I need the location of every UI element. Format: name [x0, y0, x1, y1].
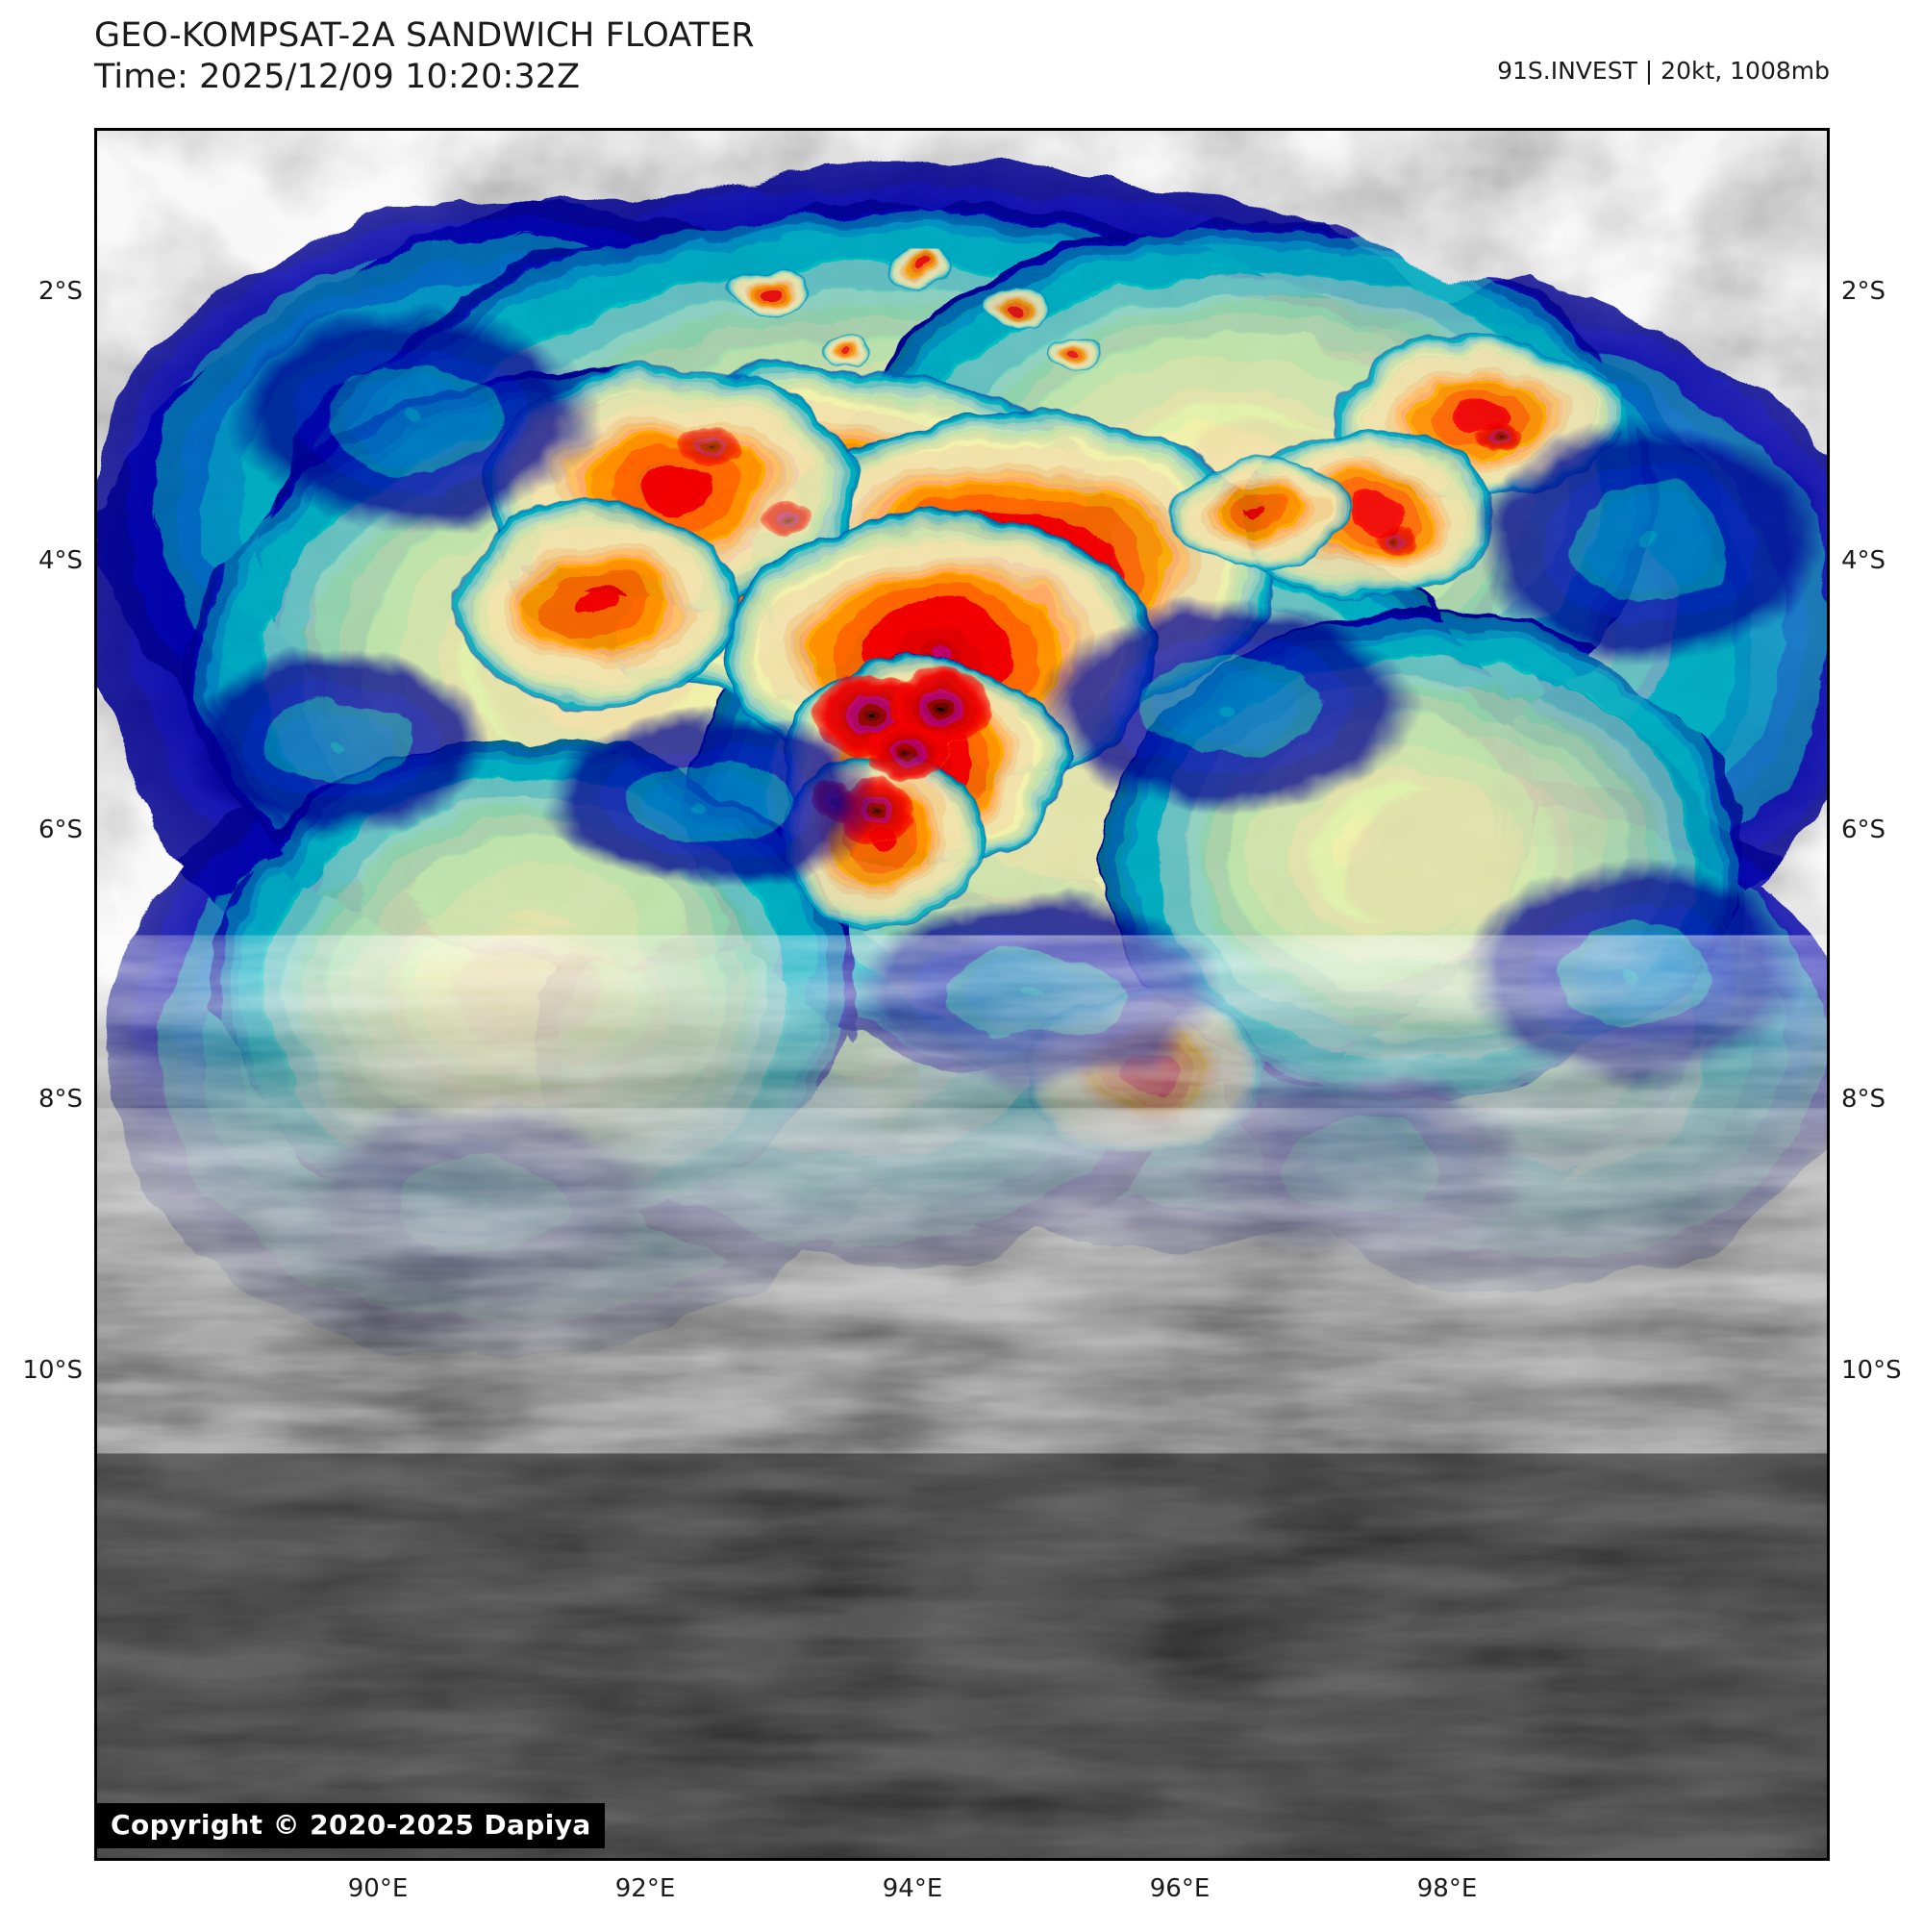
lat-tick-label-left: 4°S [37, 546, 83, 575]
lon-tick-label: 90°E [347, 1874, 409, 1903]
copyright-banner: Copyright © 2020-2025 Dapiya [97, 1803, 605, 1848]
title-block: GEO-KOMPSAT-2A SANDWICH FLOATER Time: 20… [94, 15, 755, 98]
lat-tick-label-right: 2°S [1841, 277, 1886, 306]
storm-info-label: 91S.INVEST | 20kt, 1008mb [1497, 57, 1830, 85]
lon-tick-label: 92°E [614, 1874, 676, 1903]
satellite-image-panel[interactable]: Copyright © 2020-2025 Dapiya [94, 128, 1830, 1861]
lat-tick-label-left: 10°S [22, 1356, 83, 1385]
lat-tick-label-left: 2°S [37, 277, 83, 306]
timestamp-label: Time: 2025/12/09 10:20:32Z [94, 58, 581, 96]
lat-tick-label-left: 6°S [37, 815, 83, 844]
lat-tick-label-right: 8°S [1841, 1085, 1886, 1114]
lon-tick-label: 96°E [1149, 1874, 1211, 1903]
lat-tick-label-right: 6°S [1841, 815, 1886, 844]
lat-tick-label-left: 8°S [37, 1085, 83, 1114]
page-title: GEO-KOMPSAT-2A SANDWICH FLOATER [94, 16, 755, 55]
lon-tick-label: 94°E [882, 1874, 943, 1903]
lon-tick-label: 98°E [1416, 1874, 1478, 1903]
header: GEO-KOMPSAT-2A SANDWICH FLOATER Time: 20… [0, 0, 1923, 128]
lat-tick-label-right: 4°S [1841, 546, 1886, 575]
satellite-sandwich-image [97, 131, 1827, 1858]
lat-tick-label-right: 10°S [1841, 1356, 1902, 1385]
